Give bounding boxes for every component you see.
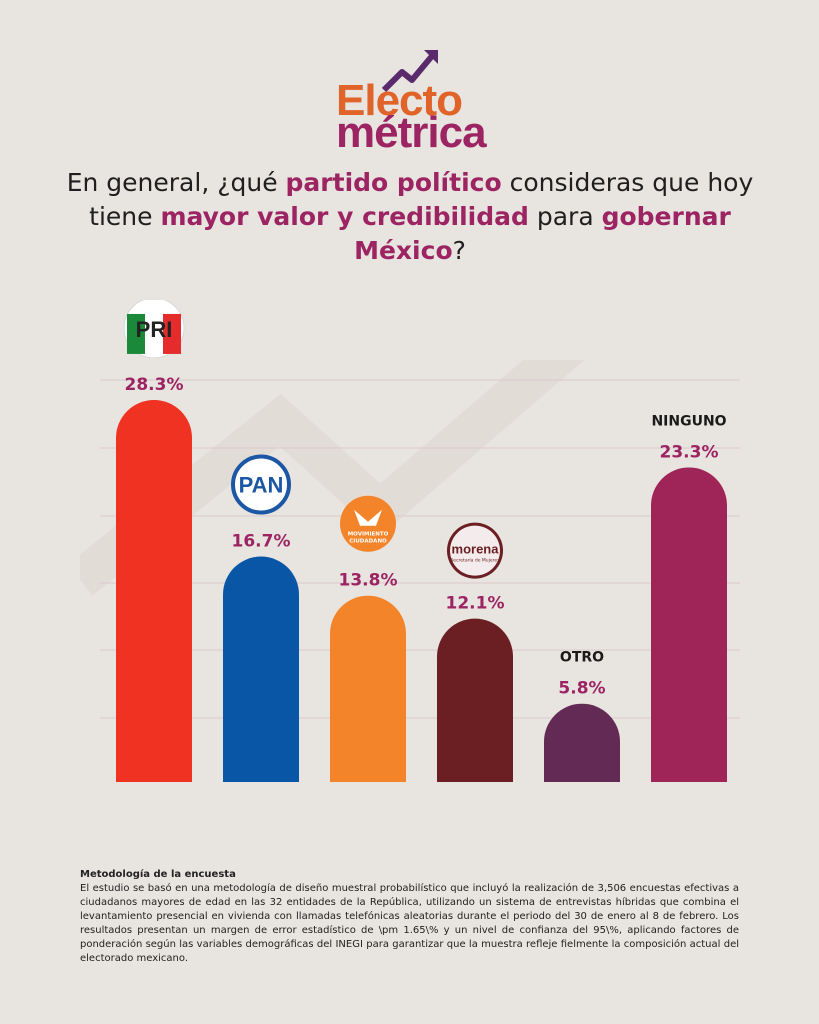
- bar-pri: [116, 399, 192, 782]
- pan-logo-text: PAN: [239, 473, 284, 498]
- value-label: 12.1%: [446, 594, 505, 614]
- eagle-icon: [354, 509, 382, 526]
- mc-logo-text: MOVIMIENTO: [348, 532, 389, 538]
- pri-logo-stripe: [127, 313, 145, 354]
- pri-logo-stripe: [163, 313, 181, 354]
- bar-chart: 28.3% 16.7% 13.8% 12.1% 5.8% OTRO 23.3% NINGUNO…: [100, 300, 740, 782]
- brand-name-part2: métrica: [336, 108, 487, 157]
- trend-arrow-icon: [381, 50, 438, 93]
- pan-logo-icon: [231, 454, 291, 515]
- brand-logo: Electo métrica: [0, 46, 819, 157]
- question-text: para: [528, 202, 602, 231]
- value-label: 23.3%: [660, 442, 719, 462]
- value-label: 13.8%: [339, 571, 398, 591]
- morena-logo-subtext: Secretaría de Mujeres: [450, 557, 500, 564]
- mc-logo-text: CIUDADANO: [349, 539, 387, 545]
- morena-logo-inner: [450, 525, 500, 576]
- methodology-section: Metodología de la encuesta El estudio se…: [80, 868, 739, 966]
- question-text: consideras que hoy tiene: [89, 168, 754, 231]
- pri-logo-text: PRI: [136, 317, 173, 342]
- question-highlight: mayor valor y credibilidad: [160, 202, 529, 231]
- value-label: 5.8%: [558, 679, 605, 699]
- bar-movimiento-ciudadano: [330, 595, 406, 782]
- morena-logo-text: morena: [452, 542, 500, 557]
- bar-otro: [544, 703, 620, 782]
- question-highlight: gobernar México: [354, 202, 731, 265]
- question-text: En general, ¿qué: [66, 168, 286, 197]
- question-text: ?: [452, 236, 466, 265]
- category-label: OTRO: [560, 650, 604, 666]
- brand-name-part1: Electo: [336, 76, 463, 125]
- bar-pan: [223, 556, 299, 782]
- category-label: NINGUNO: [651, 413, 726, 429]
- bar-ninguno: [651, 467, 727, 782]
- value-label: 16.7%: [232, 532, 291, 552]
- methodology-body: El estudio se basó en una metodología de…: [80, 883, 739, 964]
- chart-question-title: En general, ¿qué partido político consid…: [60, 166, 760, 268]
- methodology-title: Metodología de la encuesta: [80, 869, 236, 880]
- value-label: 28.3%: [125, 375, 184, 395]
- question-highlight: partido político: [285, 168, 502, 197]
- bar-morena: [437, 618, 513, 782]
